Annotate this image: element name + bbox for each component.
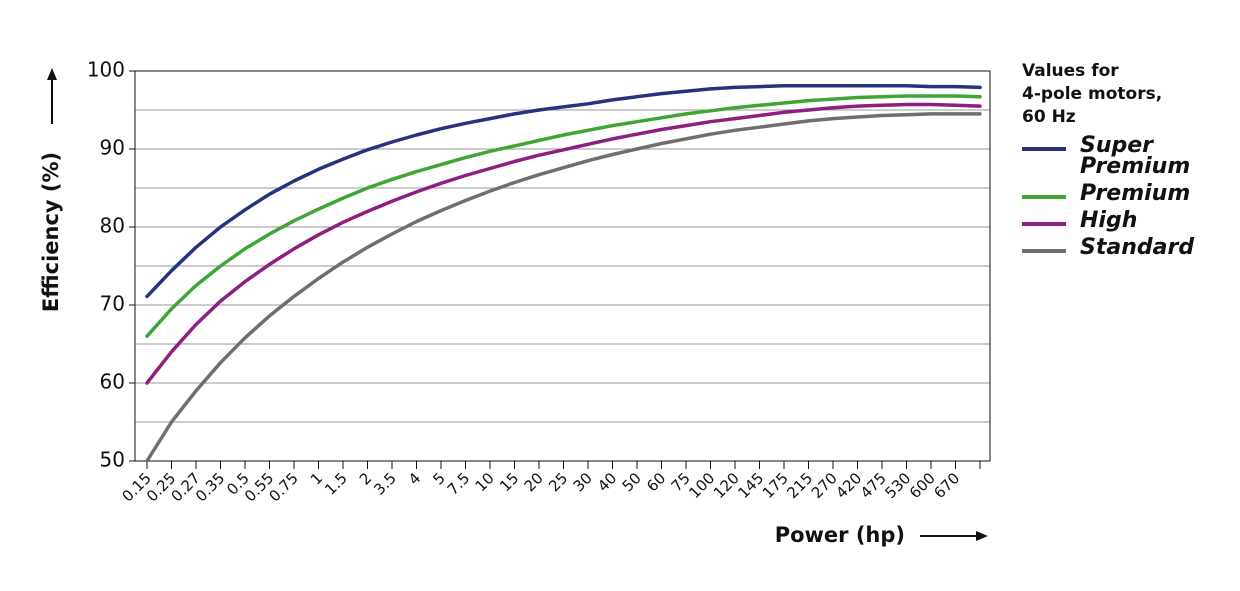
x-tick-label: 20 bbox=[521, 469, 547, 495]
x-tick-label: 60 bbox=[643, 469, 669, 495]
y-tick-label: 90 bbox=[100, 136, 125, 160]
x-tick-label: 670 bbox=[930, 469, 963, 502]
series-line bbox=[145, 102, 982, 385]
legend-swatch bbox=[1022, 222, 1066, 226]
x-tick-label: 50 bbox=[619, 469, 645, 495]
legend-item: Standard bbox=[1022, 235, 1212, 260]
x-tick-label: 25 bbox=[545, 469, 571, 495]
y-tick-label: 100 bbox=[87, 58, 125, 82]
legend-label: Standard bbox=[1080, 235, 1195, 260]
legend-label: High bbox=[1080, 208, 1138, 233]
x-tick-label: 0.35 bbox=[192, 469, 228, 505]
legend-items: Super Premium Premium High Standard bbox=[1022, 133, 1212, 260]
legend-label: Premium bbox=[1080, 181, 1191, 206]
y-arrow-head bbox=[47, 68, 57, 80]
x-tick-label: 4 bbox=[405, 469, 424, 488]
legend-title: Values for 4-pole motors, 60 Hz bbox=[1022, 60, 1212, 129]
plot-frame bbox=[134, 70, 991, 462]
legend-swatch bbox=[1022, 147, 1066, 151]
x-tick-label: 1.5 bbox=[321, 469, 351, 499]
x-tick-label: 30 bbox=[570, 469, 596, 495]
y-tick-label: 50 bbox=[100, 448, 125, 472]
x-tick-label: 40 bbox=[594, 469, 620, 495]
legend-item: Super Premium bbox=[1022, 133, 1212, 179]
series-line bbox=[145, 94, 982, 338]
legend-title-line: 4-pole motors, bbox=[1022, 84, 1163, 104]
legend-item: Premium bbox=[1022, 181, 1212, 206]
series-line bbox=[145, 84, 982, 299]
y-tick-label: 60 bbox=[100, 370, 125, 394]
legend: Values for 4-pole motors, 60 Hz Super Prem… bbox=[1022, 60, 1212, 260]
y-tick-label: 80 bbox=[100, 214, 125, 238]
series-line bbox=[145, 112, 982, 463]
x-tick-label: 3.5 bbox=[370, 469, 400, 499]
x-tick-label: 15 bbox=[496, 469, 522, 495]
legend-swatch bbox=[1022, 249, 1066, 253]
x-arrow-head bbox=[976, 531, 988, 541]
x-tick-label: 0.75 bbox=[265, 469, 301, 505]
legend-title-line: 60 Hz bbox=[1022, 107, 1076, 127]
x-tick-label: 10 bbox=[472, 469, 498, 495]
legend-title-line: Values for bbox=[1022, 61, 1119, 81]
x-axis-title: Power (hp) bbox=[775, 523, 905, 547]
y-tick-label: 70 bbox=[100, 292, 125, 316]
x-tick-label: 7.5 bbox=[444, 469, 474, 499]
legend-swatch bbox=[1022, 195, 1066, 199]
y-axis-title: Efficiency (%) bbox=[39, 152, 63, 312]
legend-item: High bbox=[1022, 208, 1212, 233]
legend-label: Super Premium bbox=[1080, 133, 1191, 179]
